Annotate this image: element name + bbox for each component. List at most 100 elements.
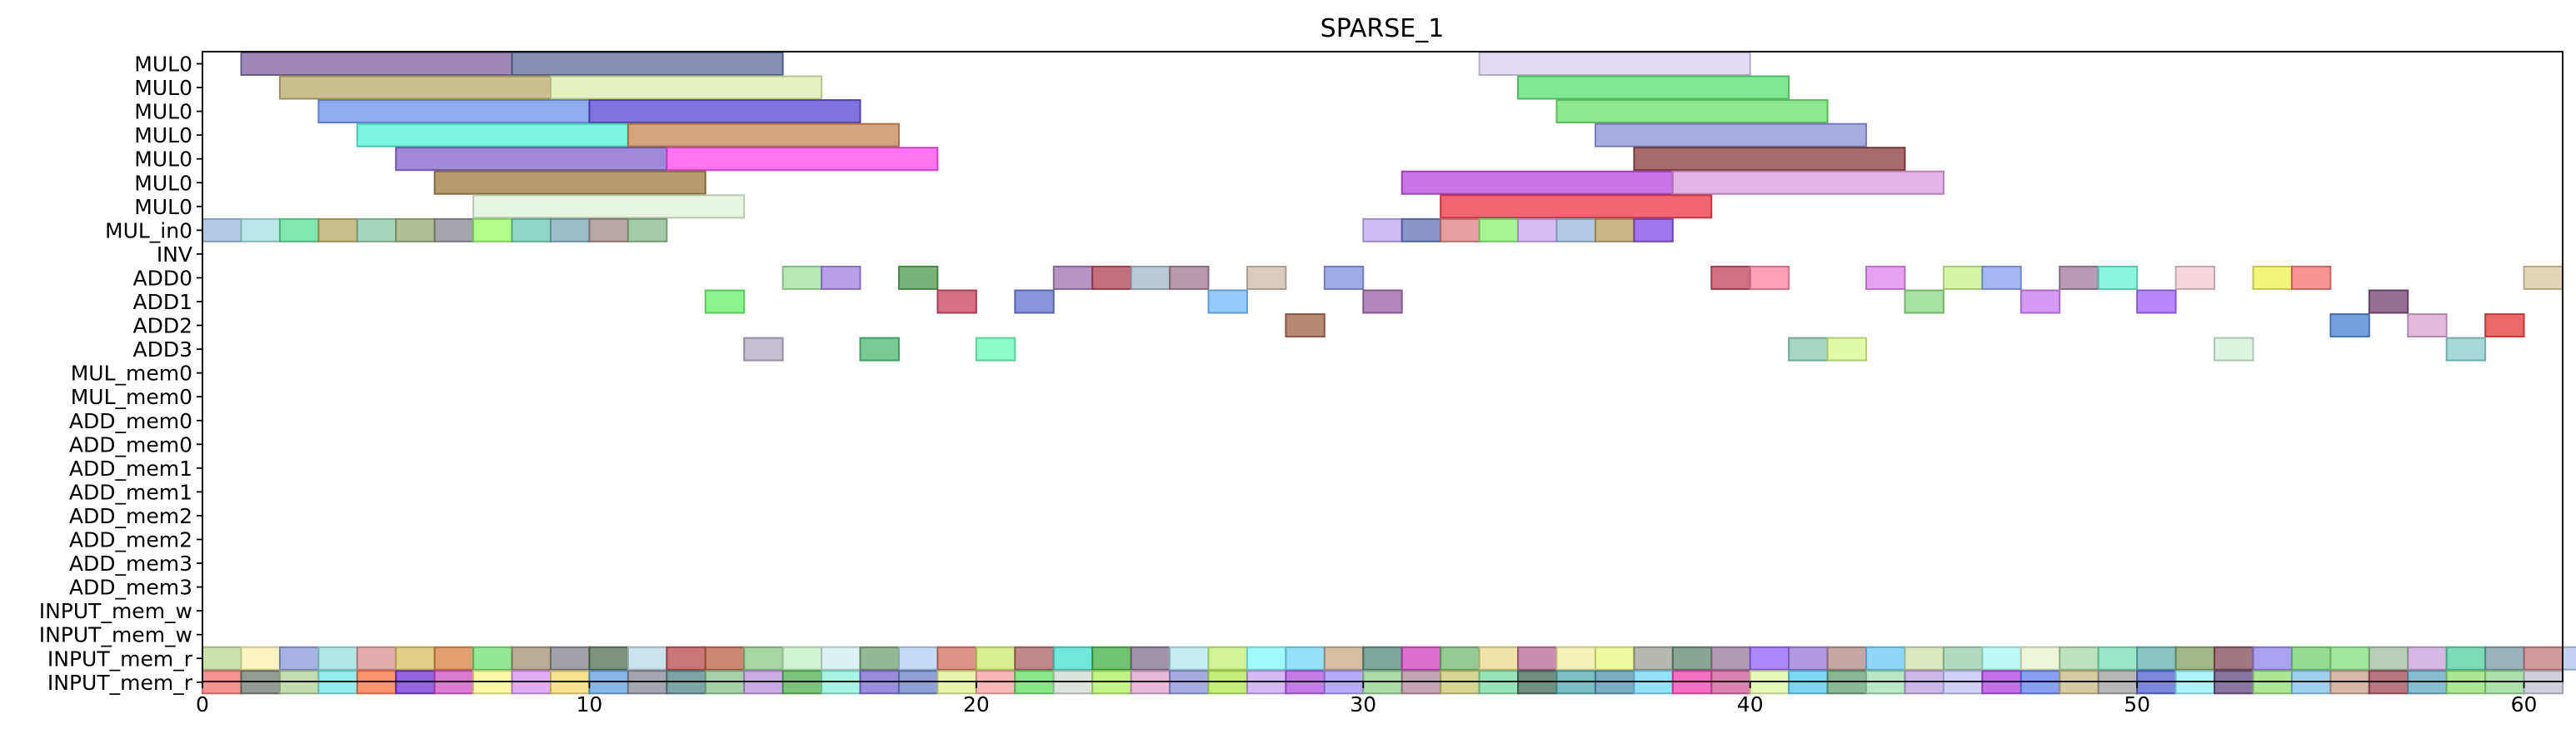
gantt-bar-input-mem-r bbox=[1091, 646, 1132, 671]
gantt-bar bbox=[2484, 313, 2525, 338]
y-tick-label: MUL0 bbox=[134, 123, 192, 147]
gantt-bar bbox=[743, 337, 784, 362]
gantt-bar-input-mem-r bbox=[1014, 646, 1055, 671]
x-tick-label: 50 bbox=[2124, 692, 2150, 717]
chart-title: SPARSE_1 bbox=[1320, 14, 1445, 43]
gantt-bar bbox=[627, 217, 668, 242]
gantt-bar bbox=[1478, 52, 1751, 76]
gantt-bar-input-mem-r bbox=[2562, 646, 2576, 671]
gantt-bar bbox=[1671, 170, 1944, 195]
gantt-bar bbox=[2407, 313, 2448, 338]
gantt-bar-input-mem-r bbox=[2174, 646, 2216, 671]
y-tick-labels: MUL0MUL0MUL0MUL0MUL0MUL0MUL0MUL_in0INVAD… bbox=[39, 52, 202, 695]
gantt-bar-input-mem-r bbox=[395, 646, 436, 671]
gantt-bar-input-mem-r bbox=[1285, 646, 1325, 671]
gantt-bar-input-mem-r bbox=[1130, 646, 1171, 671]
gantt-bar bbox=[511, 52, 784, 76]
gantt-bar-input-mem-r bbox=[1788, 646, 1829, 671]
gantt-bar bbox=[897, 265, 939, 290]
gantt-bar bbox=[1517, 217, 1558, 242]
gantt-bar bbox=[549, 75, 823, 100]
gantt-bar bbox=[1440, 217, 1480, 242]
gantt-bar bbox=[1633, 147, 1906, 172]
gantt-bar bbox=[2214, 337, 2254, 362]
x-tick-label: 10 bbox=[577, 692, 603, 717]
gantt-bar-input-mem-r bbox=[1440, 646, 1480, 671]
gantt-bar bbox=[1594, 122, 1868, 147]
gantt-bar-input-mem-r bbox=[1865, 646, 1906, 671]
gantt-bar-input-mem-r bbox=[1594, 646, 1635, 671]
gantt-bar bbox=[588, 217, 629, 242]
x-tick-label: 30 bbox=[1350, 692, 1376, 717]
y-tick-label: ADD_mem1 bbox=[69, 457, 192, 481]
gantt-bar bbox=[1981, 265, 2022, 290]
y-tick-label: INPUT_mem_w bbox=[39, 599, 192, 623]
gantt-bar bbox=[1788, 337, 1829, 362]
gantt-bar-input-mem-r bbox=[2407, 646, 2448, 671]
gantt-bar bbox=[1400, 217, 1442, 242]
gantt-bar bbox=[433, 170, 706, 195]
gantt-bar bbox=[511, 217, 552, 242]
gantt-bar bbox=[627, 122, 900, 147]
bars-layer bbox=[202, 52, 2576, 695]
gantt-bar bbox=[1323, 265, 1365, 290]
gantt-bar bbox=[1594, 217, 1635, 242]
y-tick-label: ADD_mem0 bbox=[69, 409, 192, 433]
gantt-bar-input-mem-r bbox=[2484, 646, 2525, 671]
gantt-bar bbox=[1710, 265, 1751, 290]
gantt-bar-input-mem-r bbox=[1904, 646, 1944, 671]
gantt-bar-input-mem-r bbox=[549, 646, 591, 671]
gantt-bar bbox=[356, 122, 629, 147]
x-tick-label: 40 bbox=[1737, 692, 1764, 717]
y-tick-label: MUL0 bbox=[134, 100, 192, 124]
y-tick-label: MUL_mem0 bbox=[71, 362, 192, 386]
gantt-bar bbox=[1130, 265, 1171, 290]
gantt-bar bbox=[1052, 265, 1094, 290]
gantt-bar-input-mem-r bbox=[1207, 646, 1248, 671]
y-tick-label: ADD_mem2 bbox=[69, 504, 192, 528]
gantt-bar-input-mem-r bbox=[1981, 646, 2022, 671]
y-tick-label: ADD_mem3 bbox=[69, 552, 192, 576]
gantt-bar bbox=[821, 265, 861, 290]
gantt-bar bbox=[2019, 289, 2061, 314]
gantt-bar-input-mem-r bbox=[1362, 646, 1403, 671]
gantt-bar-input-mem-r bbox=[1323, 646, 1365, 671]
gantt-bar bbox=[1633, 217, 1674, 242]
gantt-bar bbox=[356, 217, 397, 242]
gantt-bar-input-mem-r bbox=[1400, 646, 1442, 671]
gantt-bar-input-mem-r bbox=[278, 646, 320, 671]
gantt-bar-input-mem-r bbox=[2214, 646, 2254, 671]
gantt-bar-input-mem-r bbox=[975, 646, 1016, 671]
gantt-bar bbox=[2368, 289, 2409, 314]
y-tick-label: INPUT_mem_r bbox=[47, 671, 193, 695]
gantt-bar-input-mem-r bbox=[2368, 646, 2409, 671]
gantt-bar-input-mem-r bbox=[2329, 646, 2370, 671]
gantt-bar-input-mem-r bbox=[1478, 646, 1520, 671]
gantt-bar bbox=[317, 99, 591, 124]
gantt-bar bbox=[1362, 217, 1403, 242]
gantt-bar bbox=[472, 217, 513, 242]
gantt-bar bbox=[240, 52, 513, 76]
gantt-bar-input-mem-r bbox=[433, 646, 475, 671]
gantt-bar bbox=[395, 147, 668, 172]
gantt-bar-input-mem-r bbox=[1942, 646, 1984, 671]
gantt-bar bbox=[1207, 289, 1248, 314]
gantt-bar bbox=[433, 217, 475, 242]
y-tick-label: ADD0 bbox=[132, 266, 192, 290]
gantt-bar-input-mem-r bbox=[2059, 646, 2099, 671]
gantt-bar-input-mem-r bbox=[356, 646, 397, 671]
gantt-bar bbox=[1440, 194, 1713, 219]
gantt-bar bbox=[2290, 265, 2332, 290]
gantt-bar bbox=[278, 75, 552, 100]
gantt-bar bbox=[549, 217, 591, 242]
gantt-bar-input-mem-r bbox=[781, 646, 823, 671]
gantt-bar-input-mem-r bbox=[1555, 646, 1596, 671]
x-axis: 0 10 20 30 40 50 60 bbox=[196, 682, 2537, 717]
y-tick-label: MUL0 bbox=[134, 147, 192, 172]
gantt-bar-input-mem-r bbox=[1710, 646, 1751, 671]
gantt-bar bbox=[278, 217, 320, 242]
gantt-bar-input-mem-r bbox=[472, 646, 513, 671]
gantt-bar-input-mem-r bbox=[1169, 646, 1210, 671]
gantt-bar-input-mem-r bbox=[511, 646, 552, 671]
